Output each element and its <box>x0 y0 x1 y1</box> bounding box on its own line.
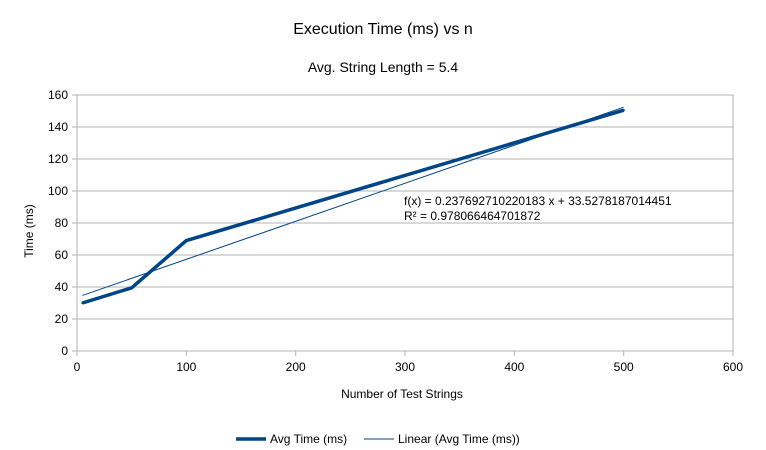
x-tick-label: 200 <box>286 360 306 374</box>
legend-label-trendline: Linear (Avg Time (ms)) <box>398 432 520 446</box>
chart-title: Execution Time (ms) vs n <box>293 21 473 38</box>
y-tick-label: 0 <box>61 344 68 358</box>
trendline-equation: f(x) = 0.237692710220183 x + 33.52781870… <box>404 194 672 208</box>
x-tick-label: 0 <box>74 360 81 374</box>
legend: Avg Time (ms) Linear (Avg Time (ms)) <box>236 432 520 446</box>
x-tick-label: 500 <box>614 360 634 374</box>
series-line-avg-time <box>81 108 625 305</box>
y-tick-label: 160 <box>48 88 68 102</box>
data-point <box>130 286 133 289</box>
x-tick-label: 600 <box>723 360 743 374</box>
y-tick-label: 40 <box>55 280 69 294</box>
trendline-r2: R² = 0.978066464701872 <box>404 209 541 223</box>
grid <box>72 94 734 356</box>
x-tick-label: 300 <box>395 360 415 374</box>
y-tick-label: 120 <box>48 152 68 166</box>
chart-subtitle: Avg. String Length = 5.4 <box>308 59 459 75</box>
data-point <box>81 301 84 305</box>
x-axis-title: Number of Test Strings <box>341 387 463 401</box>
series-marks <box>81 106 625 305</box>
tick-labels: 0 20 40 60 80 100 120 140 160 0 100 200 300 400 500 600 <box>48 88 743 374</box>
y-tick-label: 80 <box>55 216 69 230</box>
x-tick-label: 400 <box>504 360 524 374</box>
x-tick-label: 100 <box>176 360 196 374</box>
y-tick-label: 20 <box>55 312 69 326</box>
y-tick-label: 100 <box>48 184 68 198</box>
y-tick-label: 60 <box>55 248 69 262</box>
legend-label-avg-time: Avg Time (ms) <box>270 432 347 446</box>
y-tick-label: 140 <box>48 120 68 134</box>
y-axis-title: Time (ms) <box>22 204 36 258</box>
data-point <box>185 239 188 242</box>
data-point <box>622 109 625 112</box>
